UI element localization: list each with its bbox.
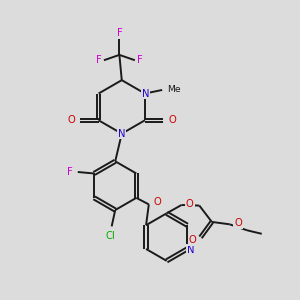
Text: O: O (168, 115, 176, 125)
Text: O: O (153, 197, 161, 207)
Text: F: F (67, 167, 72, 177)
Text: F: F (96, 55, 101, 65)
Text: Cl: Cl (105, 231, 115, 241)
Text: N: N (118, 129, 125, 139)
Text: O: O (234, 218, 242, 228)
Text: O: O (188, 235, 196, 245)
Text: N: N (187, 244, 195, 255)
Text: N: N (142, 88, 149, 98)
Text: O: O (68, 115, 75, 125)
Text: F: F (137, 55, 143, 65)
Text: Me: Me (167, 85, 180, 94)
Text: F: F (116, 28, 122, 38)
Text: O: O (186, 199, 194, 209)
